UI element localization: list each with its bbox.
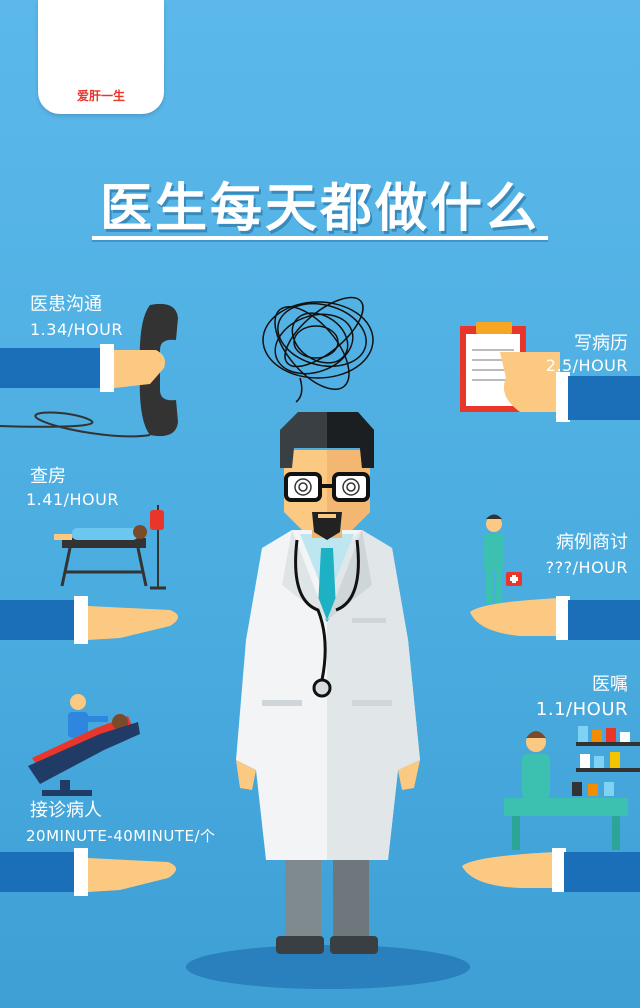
activity-value-orders: 1.1/HOUR bbox=[535, 699, 628, 720]
doctor-with-kit-icon bbox=[484, 514, 522, 604]
hand-left-phone bbox=[0, 344, 165, 392]
treatment-chair-icon bbox=[28, 694, 140, 796]
activity-label-rounds: 查房 bbox=[30, 466, 66, 487]
doctor-figure bbox=[236, 412, 420, 954]
page-title: 医生每天都做什么 bbox=[99, 179, 540, 239]
activity-label-communication: 医患沟通 bbox=[30, 294, 102, 315]
activity-label-orders: 医嘱 bbox=[592, 674, 628, 695]
hand-right-clipboard bbox=[500, 352, 640, 422]
title-underline bbox=[92, 236, 548, 240]
activity-value-discussion: ???/HOUR bbox=[545, 558, 628, 577]
activity-label-consultation: 接诊病人 bbox=[30, 800, 102, 821]
activity-value-records: 2.5/HOUR bbox=[545, 356, 628, 375]
pharmacy-counter-icon bbox=[504, 726, 640, 850]
scribble-thought-icon bbox=[262, 296, 374, 403]
hand-left-visit bbox=[0, 848, 176, 896]
activity-label-records: 写病历 bbox=[574, 333, 628, 354]
floor-shadow bbox=[186, 945, 470, 989]
activity-value-rounds: 1.41/HOUR bbox=[26, 490, 119, 509]
logo-text: 爱肝一生 bbox=[76, 89, 125, 103]
logo-badge: 爱肝一生 bbox=[38, 0, 164, 114]
activity-label-discussion: 病例商讨 bbox=[556, 532, 628, 553]
hand-left-stretcher bbox=[0, 596, 178, 644]
activity-value-communication: 1.34/HOUR bbox=[30, 320, 123, 339]
stretcher-patient-icon bbox=[54, 505, 166, 590]
hand-right-discuss bbox=[470, 596, 640, 640]
activity-value-consultation: 20MINUTE-40MINUTE/个 bbox=[26, 827, 216, 845]
hand-right-order bbox=[462, 848, 640, 892]
